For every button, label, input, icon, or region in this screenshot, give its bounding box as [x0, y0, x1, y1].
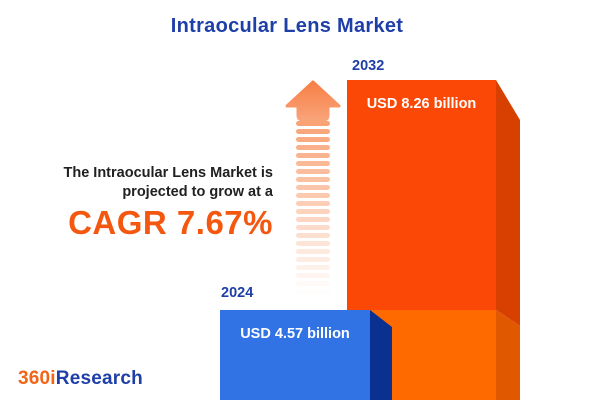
bar-2032-face-growth [347, 80, 496, 310]
page-title: Intraocular Lens Market [170, 15, 404, 37]
bar-2032 [347, 80, 520, 400]
description-text: The Intraocular Lens Market is projected… [63, 164, 273, 239]
brand-logo: 360iResearch [18, 368, 143, 390]
bar-2032-side-growth [496, 80, 520, 326]
logo-suffix: Research [55, 368, 143, 389]
bar-2024-side [370, 310, 392, 400]
description-line-2: projected to grow at a [122, 184, 273, 200]
bar-2032-side-base [496, 310, 520, 400]
logo-prefix: 360i [18, 368, 56, 389]
growth-arrow-tail [296, 121, 330, 297]
bar-2032-value-label: USD 8.26 billion [366, 96, 477, 112]
cagr-text: CAGR 7.67% [68, 204, 273, 241]
bar-2024-face [220, 310, 370, 400]
bar-2024-value-label: USD 4.57 billion [240, 326, 350, 342]
bar-2032-year-label: 2032 [352, 58, 385, 74]
description-line-1: The Intraocular Lens Market is [63, 165, 273, 181]
bar-2024-year-label: 2024 [221, 285, 254, 301]
bar-2024 [220, 310, 392, 400]
growth-arrow-icon [285, 80, 341, 122]
